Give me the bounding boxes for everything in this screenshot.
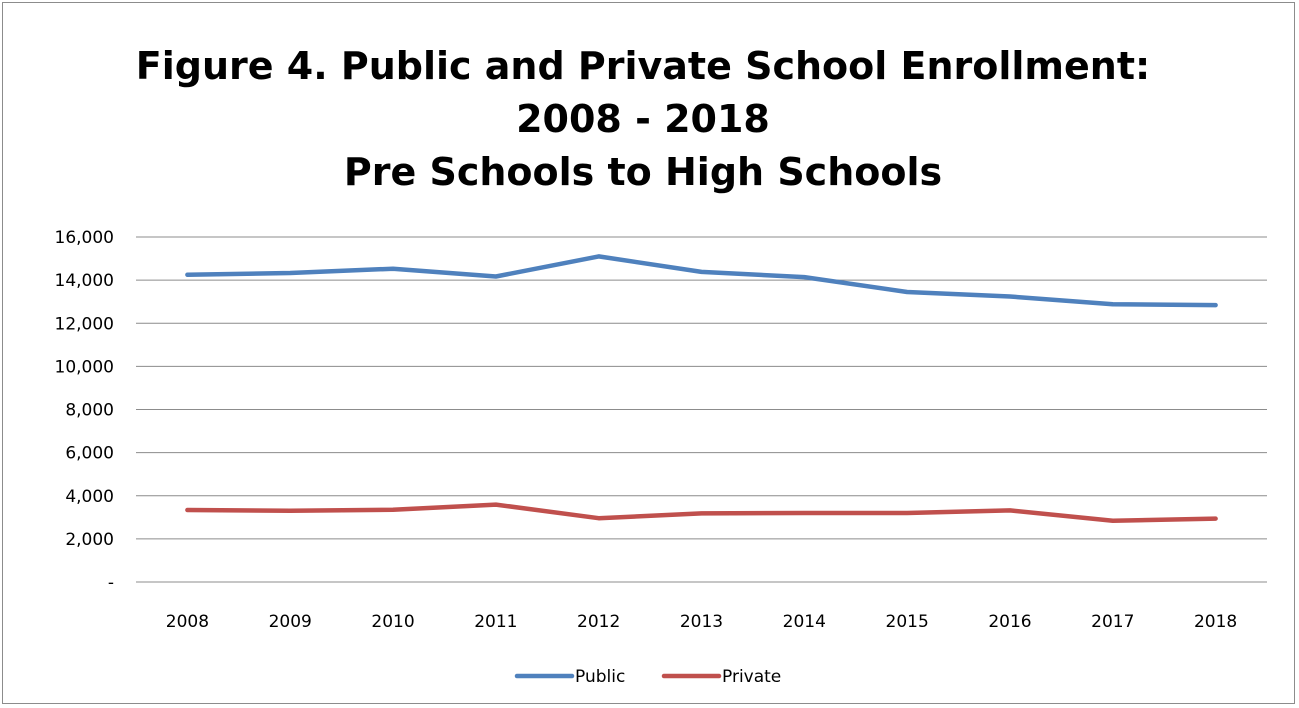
- x-tick-label: 2018: [1194, 612, 1237, 632]
- x-tick-label: 2014: [783, 612, 826, 632]
- x-tick-label: 2015: [886, 612, 929, 632]
- x-tick-label: 2011: [474, 612, 517, 632]
- chart-title-line-1: Figure 4. Public and Private School Enro…: [136, 44, 1150, 88]
- x-tick-label: 2016: [988, 612, 1031, 632]
- x-tick-label: 2012: [577, 612, 620, 632]
- y-tick-label: 12,000: [55, 314, 114, 334]
- legend-label-public: Public: [575, 667, 625, 687]
- y-tick-label: 14,000: [55, 271, 114, 291]
- series-line-public: [185, 254, 1218, 308]
- y-tick-label: 4,000: [65, 487, 114, 507]
- chart-title-line-3: Pre Schools to High Schools: [344, 150, 942, 194]
- y-axis-tick-labels: - 2,000 4,000 6,000 8,000 10,000 12,000 14,000 1…: [55, 228, 114, 593]
- gridlines: [136, 236, 1267, 583]
- x-tick-label: 2010: [371, 612, 414, 632]
- y-tick-label: -: [108, 573, 114, 593]
- series-line-private: [185, 502, 1218, 524]
- chart-title: Figure 4. Public and Private School Enro…: [136, 44, 1150, 194]
- y-tick-label: 8,000: [65, 401, 114, 421]
- legend-label-private: Private: [722, 667, 781, 687]
- chart-title-line-2: 2008 - 2018: [516, 97, 770, 141]
- line-chart: Figure 4. Public and Private School Enro…: [55, 44, 1267, 687]
- x-axis-tick-labels: 2008 2009 2010 2011 2012 2013 2014 2015 2016 2017…: [166, 612, 1237, 632]
- x-tick-label: 2013: [680, 612, 723, 632]
- y-tick-label: 10,000: [55, 357, 114, 377]
- y-tick-label: 2,000: [65, 530, 114, 550]
- series-lines: [185, 254, 1218, 524]
- x-tick-label: 2008: [166, 612, 209, 632]
- legend: Public Private: [514, 667, 781, 687]
- x-tick-label: 2017: [1091, 612, 1134, 632]
- y-tick-label: 16,000: [55, 228, 114, 248]
- y-tick-label: 6,000: [65, 444, 114, 464]
- x-tick-label: 2009: [269, 612, 312, 632]
